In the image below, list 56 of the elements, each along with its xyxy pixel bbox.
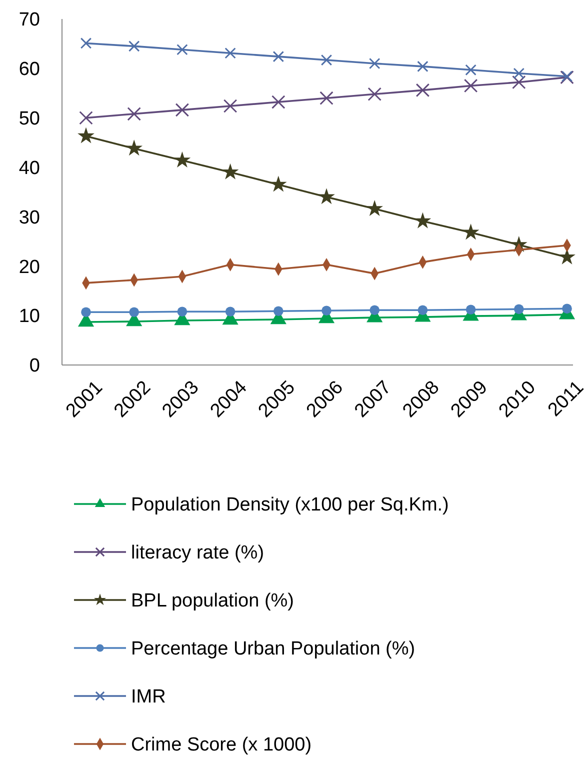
- point: [127, 107, 141, 121]
- point: [175, 103, 190, 117]
- point: [174, 152, 191, 168]
- point: [513, 68, 525, 80]
- point: [126, 140, 143, 156]
- y-tick-label: 50: [18, 108, 40, 130]
- point: [222, 163, 239, 180]
- point: [562, 304, 572, 314]
- point: [223, 99, 238, 113]
- y-tick-label: 30: [18, 207, 40, 228]
- point: [224, 47, 236, 59]
- legend-label: literacy rate (%): [131, 542, 264, 564]
- point: [418, 305, 428, 316]
- point: [320, 91, 334, 105]
- point: [466, 304, 476, 315]
- point: [370, 305, 380, 316]
- point: [272, 50, 284, 62]
- point: [417, 60, 428, 72]
- point: [79, 110, 93, 125]
- y-tick-label: 20: [18, 256, 40, 278]
- point: [561, 70, 573, 82]
- point: [465, 64, 476, 76]
- y-tick-label: 0: [29, 356, 40, 377]
- legend-label: Percentage Urban Population (%): [131, 638, 416, 660]
- point: [462, 224, 480, 240]
- y-tick-label: 60: [18, 59, 40, 80]
- legend-label: BPL population (%): [131, 590, 294, 612]
- legend-label: IMR: [131, 686, 166, 708]
- point: [320, 54, 332, 66]
- point: [78, 127, 94, 144]
- point: [272, 95, 286, 109]
- point: [560, 70, 574, 84]
- point: [322, 306, 332, 316]
- point: [177, 306, 188, 317]
- point: [176, 44, 188, 56]
- point: [464, 78, 478, 93]
- legend-label: Crime Score (x 1000): [131, 734, 312, 756]
- point: [514, 304, 524, 314]
- point: [414, 212, 432, 228]
- point: [368, 58, 380, 70]
- point: [512, 75, 526, 90]
- point: [416, 83, 430, 98]
- point: [81, 307, 91, 318]
- point: [318, 188, 335, 204]
- point: [366, 200, 384, 216]
- point: [368, 87, 382, 102]
- y-tick-label: 70: [18, 10, 40, 31]
- point: [128, 40, 140, 52]
- legend-label: Population Density (x100 per Sq.Km.): [131, 494, 449, 516]
- point: [270, 176, 287, 192]
- point: [273, 306, 284, 316]
- point: [80, 38, 92, 49]
- point: [225, 306, 236, 317]
- point: [129, 307, 140, 318]
- y-tick-label: 10: [18, 306, 40, 328]
- y-tick-label: 40: [18, 158, 40, 179]
